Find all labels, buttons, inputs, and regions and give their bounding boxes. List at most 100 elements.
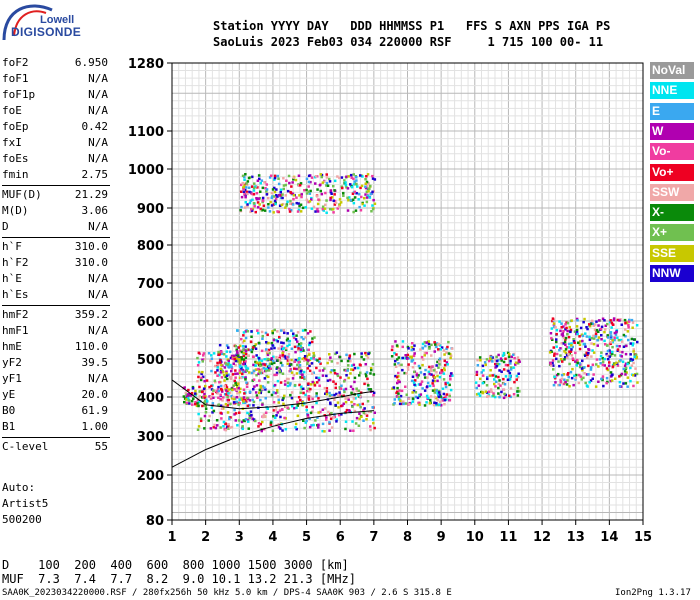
- echo-pixel: [498, 394, 502, 397]
- echo-pixel: [265, 183, 268, 186]
- echo-pixel: [315, 195, 319, 198]
- echo-pixel: [196, 428, 200, 431]
- x-tick-label: 4: [268, 530, 277, 545]
- echo-pixel: [275, 338, 278, 342]
- echo-pixel: [587, 373, 590, 376]
- echo-pixel: [242, 186, 245, 189]
- echo-pixel: [291, 181, 294, 184]
- echo-pixel: [224, 375, 227, 379]
- echo-pixel: [438, 375, 442, 379]
- echo-pixel: [369, 410, 372, 413]
- echo-pixel: [352, 183, 356, 186]
- echo-pixel: [265, 374, 268, 378]
- echo-pixel: [318, 184, 322, 187]
- echo-pixel: [429, 395, 433, 398]
- echo-pixel: [305, 188, 308, 192]
- echo-pixel: [611, 345, 614, 349]
- echo-pixel: [336, 374, 340, 378]
- echo-pixel: [246, 418, 250, 422]
- x-tick-label: 15: [634, 530, 652, 545]
- echo-pixel: [439, 404, 443, 407]
- echo-pixel: [360, 184, 364, 188]
- echo-pixel: [226, 411, 230, 414]
- echo-pixel: [624, 382, 628, 385]
- echo-pixel: [406, 365, 410, 369]
- echo-pixel: [307, 174, 311, 178]
- echo-pixel: [261, 364, 264, 367]
- echo-pixel: [575, 317, 579, 321]
- echo-pixel: [433, 376, 437, 379]
- echo-pixel: [246, 396, 249, 400]
- echo-pixel: [371, 174, 374, 178]
- echo-pixel: [586, 327, 589, 331]
- echo-pixel: [234, 359, 238, 363]
- echo-pixel: [284, 194, 287, 197]
- echo-pixel: [610, 337, 613, 340]
- echo-pixel: [336, 207, 339, 210]
- echo-pixel: [281, 202, 285, 206]
- echo-pixel: [224, 422, 228, 426]
- echo-pixel: [286, 332, 289, 335]
- echo-pixel: [562, 330, 565, 333]
- echo-pixel: [489, 355, 493, 358]
- echo-pixel: [317, 426, 320, 429]
- echo-pixel: [289, 202, 292, 205]
- echo-pixel: [575, 332, 578, 336]
- echo-pixel: [440, 369, 443, 372]
- echo-pixel: [330, 360, 334, 363]
- echo-pixel: [363, 407, 366, 410]
- echo-pixel: [203, 357, 206, 361]
- echo-pixel: [490, 358, 493, 362]
- echo-pixel: [406, 353, 410, 357]
- echo-pixel: [609, 351, 613, 355]
- echo-pixel: [339, 376, 342, 379]
- echo-pixel: [332, 184, 335, 188]
- echo-pixel: [234, 383, 237, 386]
- echo-pixel: [435, 345, 438, 349]
- echo-pixel: [210, 357, 214, 360]
- echo-pixel: [311, 337, 314, 340]
- echo-pixel: [585, 351, 588, 355]
- echo-pixel: [292, 334, 295, 338]
- echo-pixel: [275, 414, 278, 417]
- echo-pixel: [245, 348, 248, 352]
- echo-pixel: [330, 393, 334, 397]
- echo-pixel: [203, 427, 206, 430]
- echo-pixel: [499, 384, 502, 387]
- echo-pixel: [350, 185, 354, 189]
- echo-pixel: [353, 380, 356, 384]
- footer-version: Ion2Png 1.3.17: [615, 588, 691, 598]
- echo-pixel: [219, 384, 223, 388]
- echo-pixel: [603, 339, 606, 343]
- echo-pixel: [620, 355, 623, 358]
- echo-pixel: [509, 395, 512, 399]
- echo-pixel: [203, 396, 207, 400]
- echo-pixel: [215, 419, 219, 422]
- echo-pixel: [242, 331, 246, 334]
- echo-pixel: [298, 184, 302, 187]
- echo-pixel: [310, 357, 313, 360]
- echo-pixel: [213, 389, 216, 392]
- param-row: fxI N/A: [2, 136, 108, 152]
- echo-pixel: [334, 386, 337, 390]
- echo-pixel: [308, 343, 311, 347]
- echo-pixel: [351, 405, 354, 408]
- echo-pixel: [325, 211, 328, 214]
- echo-pixel: [592, 351, 596, 354]
- echo-pixel: [244, 360, 247, 363]
- echo-pixel: [506, 378, 510, 381]
- echo-pixel: [272, 195, 276, 198]
- echo-pixel: [334, 403, 337, 407]
- echo-pixel: [363, 204, 366, 207]
- echo-pixel: [217, 403, 220, 407]
- echo-pixel: [316, 210, 320, 213]
- echo-pixel: [217, 350, 220, 354]
- echo-pixel: [442, 378, 446, 381]
- echo-pixel: [563, 378, 566, 381]
- echo-pixel: [410, 345, 414, 349]
- echo-pixel: [353, 352, 356, 356]
- echo-pixel: [611, 373, 614, 376]
- echo-pixel: [310, 198, 313, 201]
- echo-pixel: [289, 393, 292, 397]
- echo-pixel: [260, 179, 264, 182]
